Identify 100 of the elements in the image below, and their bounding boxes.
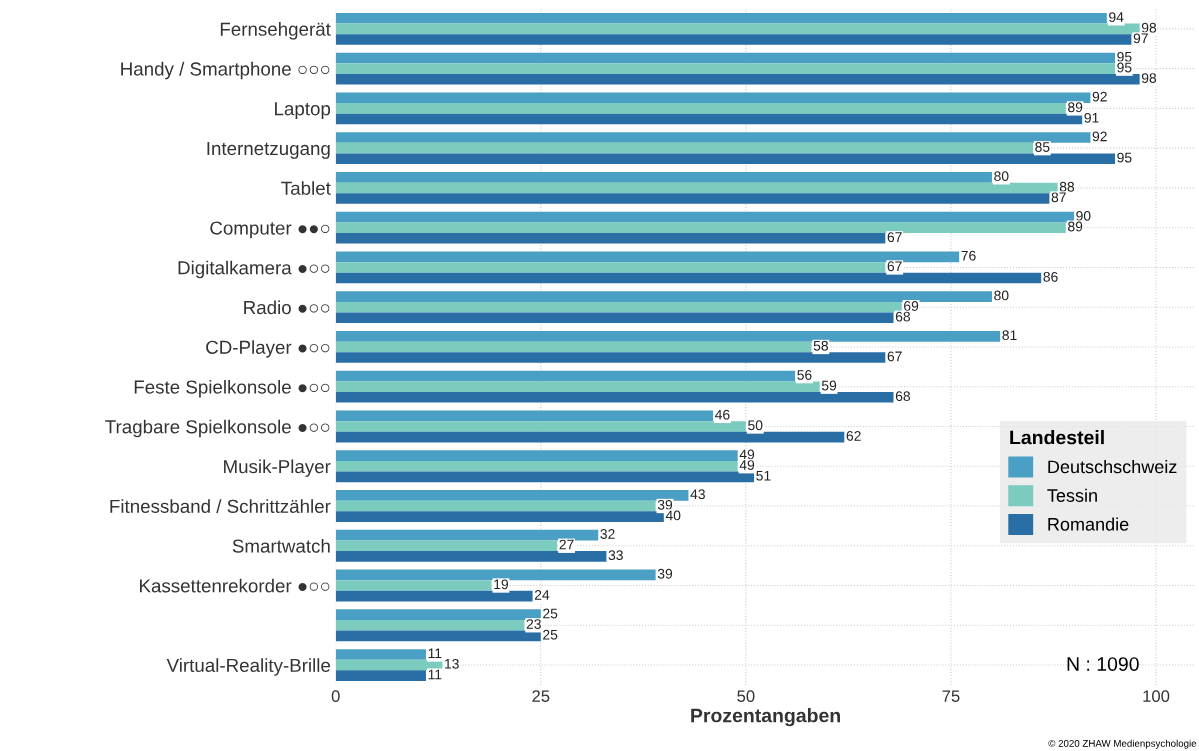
data-label: 67 — [887, 261, 902, 272]
bar — [335, 590, 533, 602]
legend-label: Deutschschweiz — [1048, 459, 1177, 474]
data-label: 40 — [665, 510, 681, 521]
data-label: 13 — [445, 658, 459, 669]
data-label: 85 — [1035, 142, 1050, 152]
data-label: 86 — [1043, 271, 1058, 282]
data-label: 76 — [961, 250, 976, 261]
y-tick-label: Digitalkamera ●○○ — [178, 260, 330, 279]
bar — [335, 580, 492, 591]
data-label: 25 — [543, 608, 558, 619]
data-label: 33 — [608, 550, 623, 561]
y-tick-label: Computer ●●○ — [210, 221, 330, 239]
data-label: 49 — [739, 449, 755, 460]
data-label: 59 — [821, 380, 837, 391]
legend-title: Landesteil — [1010, 430, 1104, 445]
data-label: 88 — [1059, 181, 1075, 192]
data-label: 69 — [904, 301, 919, 311]
data-label: 81 — [1002, 330, 1017, 341]
data-label: 92 — [1092, 91, 1107, 102]
y-tick-label: Fitnessband / Schrittzähler — [110, 499, 331, 513]
bar — [335, 511, 664, 522]
bar — [335, 540, 558, 552]
x-axis-title: Prozentangaben — [691, 708, 840, 727]
data-label: 91 — [1084, 112, 1099, 123]
y-tick-label: Smartwatch — [232, 538, 330, 553]
legend-label: Tessin — [1047, 488, 1097, 502]
data-label: 95 — [1117, 152, 1132, 163]
bar — [335, 73, 1140, 85]
data-label: 19 — [494, 579, 509, 590]
data-label: 89 — [1068, 102, 1083, 113]
data-label: 87 — [1051, 192, 1066, 203]
y-tick-label: Tablet — [281, 181, 331, 195]
data-label: 94 — [1109, 12, 1124, 23]
data-label: 58 — [813, 340, 828, 351]
data-label: 95 — [1117, 62, 1132, 73]
data-label: 51 — [756, 470, 771, 481]
bar — [335, 12, 1107, 24]
bar — [335, 500, 656, 512]
bar — [335, 52, 1116, 64]
bar — [335, 172, 992, 183]
y-tick-label: Musik-Player — [224, 459, 331, 477]
bar — [335, 153, 1116, 165]
data-label: 32 — [600, 529, 615, 539]
data-label: 98 — [1141, 73, 1157, 83]
data-label: 46 — [715, 409, 730, 420]
bar — [335, 132, 1091, 143]
data-label: 25 — [543, 629, 558, 640]
bar — [335, 609, 541, 620]
y-tick-label: Virtual-Reality-Brille — [166, 658, 331, 676]
x-tick-label: 25 — [532, 690, 550, 703]
bar — [335, 103, 1066, 114]
bar — [335, 92, 1091, 104]
bar — [335, 63, 1116, 74]
y-tick-label: Tragbare Spielkonsole ●○○ — [105, 419, 330, 438]
y-tick-label: Internetzugang — [207, 142, 330, 159]
bar — [335, 551, 607, 562]
data-label: 43 — [690, 489, 705, 500]
bar — [335, 450, 738, 461]
data-label: 68 — [895, 391, 911, 402]
data-label: 90 — [1076, 210, 1091, 221]
bar — [335, 490, 689, 501]
data-label: 24 — [534, 590, 550, 600]
bar — [335, 262, 886, 273]
data-label: 95 — [1117, 51, 1132, 62]
data-label: 80 — [994, 290, 1009, 301]
x-tick-label: 100 — [1143, 690, 1170, 703]
data-label: 27 — [559, 539, 574, 550]
data-label: 89 — [1068, 221, 1083, 232]
data-label: 67 — [887, 232, 902, 243]
data-label: 80 — [994, 171, 1009, 182]
x-tick-label: 75 — [942, 690, 960, 703]
data-label: 23 — [526, 619, 541, 629]
data-label: 62 — [846, 430, 861, 441]
text: © 2020 ZHAW Medienpsychologie — [1048, 739, 1197, 749]
bar — [335, 193, 1050, 204]
bar — [335, 370, 796, 382]
bar — [335, 232, 886, 244]
y-tick-label: CD-Player ●○○ — [206, 340, 330, 358]
data-label: 11 — [428, 669, 442, 680]
data-label: 67 — [887, 351, 902, 362]
bar — [335, 410, 714, 422]
data-label: 92 — [1092, 131, 1107, 142]
y-tick-label: Laptop — [275, 102, 331, 120]
data-label: 98 — [1141, 22, 1157, 33]
bar — [335, 649, 426, 660]
data-label: 50 — [748, 420, 763, 431]
bar — [335, 352, 886, 363]
data-label: 56 — [797, 370, 812, 380]
x-tick-label: 0 — [331, 690, 340, 703]
bar — [335, 670, 426, 681]
legend-label: Romandie — [1048, 517, 1129, 531]
data-label: 39 — [657, 499, 673, 510]
bar — [335, 312, 894, 324]
bar — [335, 331, 1001, 342]
y-tick-label: Fernsehgerät — [220, 22, 331, 40]
bar — [335, 222, 1066, 233]
y-tick-label: Radio ●○○ — [244, 300, 330, 315]
bar — [335, 392, 894, 403]
y-tick-label: Kassettenrekorder ●○○ — [140, 578, 330, 593]
